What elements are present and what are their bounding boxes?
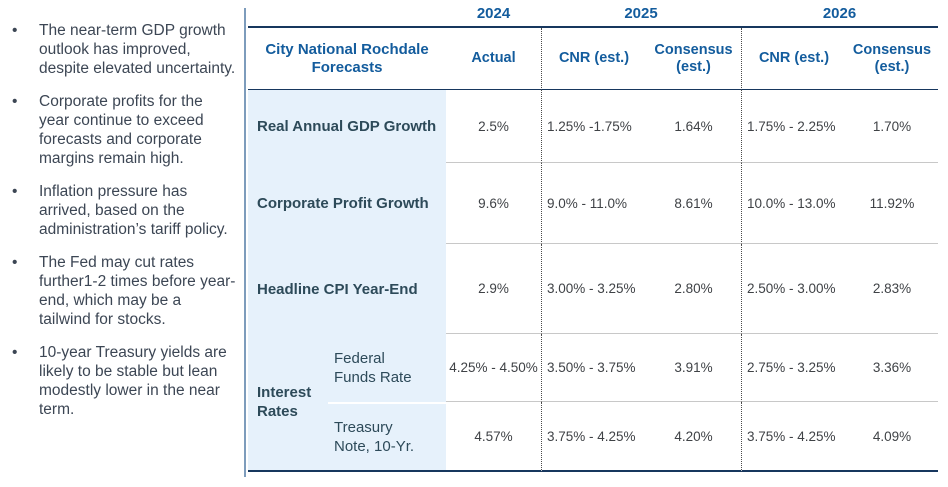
- cpi-consensus-2025: 2.80%: [646, 244, 741, 334]
- row-label-cpi: Headline CPI Year-End: [248, 244, 446, 334]
- years-row-spacer: [248, 0, 446, 28]
- bullet-icon: •: [12, 183, 18, 200]
- bullet-text: The near-term GDP growth outlook has imp…: [39, 22, 236, 77]
- group-label-interest-rates: Interest Rates: [248, 334, 328, 472]
- col-header-consensus-2025: Consensus (est.): [646, 28, 741, 90]
- bullet-item: • Corporate profits for the year continu…: [12, 92, 236, 168]
- forecast-table-area: 2024 2025 2026 City National Rochdale Fo…: [248, 0, 938, 487]
- profit-actual: 9.6%: [446, 163, 541, 244]
- fedfunds-consensus-2026: 3.36%: [846, 334, 938, 402]
- treasury-cnr-2025: 3.75% - 4.25%: [541, 402, 646, 472]
- cpi-consensus-2026: 2.83%: [846, 244, 938, 334]
- bullet-icon: •: [12, 22, 18, 39]
- bullet-item: • 10-year Treasury yields are likely to …: [12, 343, 236, 419]
- profit-consensus-2026: 11.92%: [846, 163, 938, 244]
- treasury-actual: 4.57%: [446, 402, 541, 472]
- bullet-item: • The Fed may cut rates further1-2 times…: [12, 253, 236, 329]
- profit-cnr-2025: 9.0% - 11.0%: [541, 163, 646, 244]
- gdp-consensus-2025: 1.64%: [646, 90, 741, 163]
- gdp-actual: 2.5%: [446, 90, 541, 163]
- cpi-cnr-2025: 3.00% - 3.25%: [541, 244, 646, 334]
- col-header-consensus-2026: Consensus (est.): [846, 28, 938, 90]
- sub-label-federal-funds-rate: Federal Funds Rate: [328, 334, 446, 402]
- bullet-icon: •: [12, 254, 18, 271]
- profit-consensus-2025: 8.61%: [646, 163, 741, 244]
- treasury-cnr-2026: 3.75% - 4.25%: [741, 402, 846, 472]
- fedfunds-consensus-2025: 3.91%: [646, 334, 741, 402]
- vertical-divider: [244, 8, 246, 477]
- row-label-corporate-profit: Corporate Profit Growth: [248, 163, 446, 244]
- gdp-cnr-2025: 1.25% -1.75%: [541, 90, 646, 163]
- fedfunds-actual: 4.25% - 4.50%: [446, 334, 541, 402]
- bullet-text: 10-year Treasury yields are likely to be…: [39, 344, 227, 418]
- table-title: City National Rochdale Forecasts: [248, 28, 446, 90]
- treasury-consensus-2025: 4.20%: [646, 402, 741, 472]
- col-header-actual: Actual: [446, 28, 541, 90]
- commentary-pane: • The near-term GDP growth outlook has i…: [0, 0, 244, 487]
- bullet-text: The Fed may cut rates further1-2 times b…: [39, 254, 236, 328]
- cpi-actual: 2.9%: [446, 244, 541, 334]
- bullet-text: Inflation pressure has arrived, based on…: [39, 183, 228, 238]
- bullet-item: • Inflation pressure has arrived, based …: [12, 182, 236, 239]
- year-header-2024: 2024: [446, 0, 541, 28]
- gdp-consensus-2026: 1.70%: [846, 90, 938, 163]
- bullet-text: Corporate profits for the year continue …: [39, 93, 204, 167]
- year-header-2026: 2026: [741, 0, 938, 28]
- col-header-cnr-2025: CNR (est.): [541, 28, 646, 90]
- cpi-cnr-2026: 2.50% - 3.00%: [741, 244, 846, 334]
- sub-label-treasury-note: Treasury Note, 10-Yr.: [328, 402, 446, 472]
- bullet-item: • The near-term GDP growth outlook has i…: [12, 21, 236, 78]
- row-label-gdp: Real Annual GDP Growth: [248, 90, 446, 163]
- gdp-cnr-2026: 1.75% - 2.25%: [741, 90, 846, 163]
- forecast-table: 2024 2025 2026 City National Rochdale Fo…: [248, 0, 938, 472]
- col-header-cnr-2026: CNR (est.): [741, 28, 846, 90]
- fedfunds-cnr-2025: 3.50% - 3.75%: [541, 334, 646, 402]
- fedfunds-cnr-2026: 2.75% - 3.25%: [741, 334, 846, 402]
- treasury-consensus-2026: 4.09%: [846, 402, 938, 472]
- bullet-icon: •: [12, 93, 18, 110]
- profit-cnr-2026: 10.0% - 13.0%: [741, 163, 846, 244]
- year-header-2025: 2025: [541, 0, 741, 28]
- bullet-icon: •: [12, 344, 18, 361]
